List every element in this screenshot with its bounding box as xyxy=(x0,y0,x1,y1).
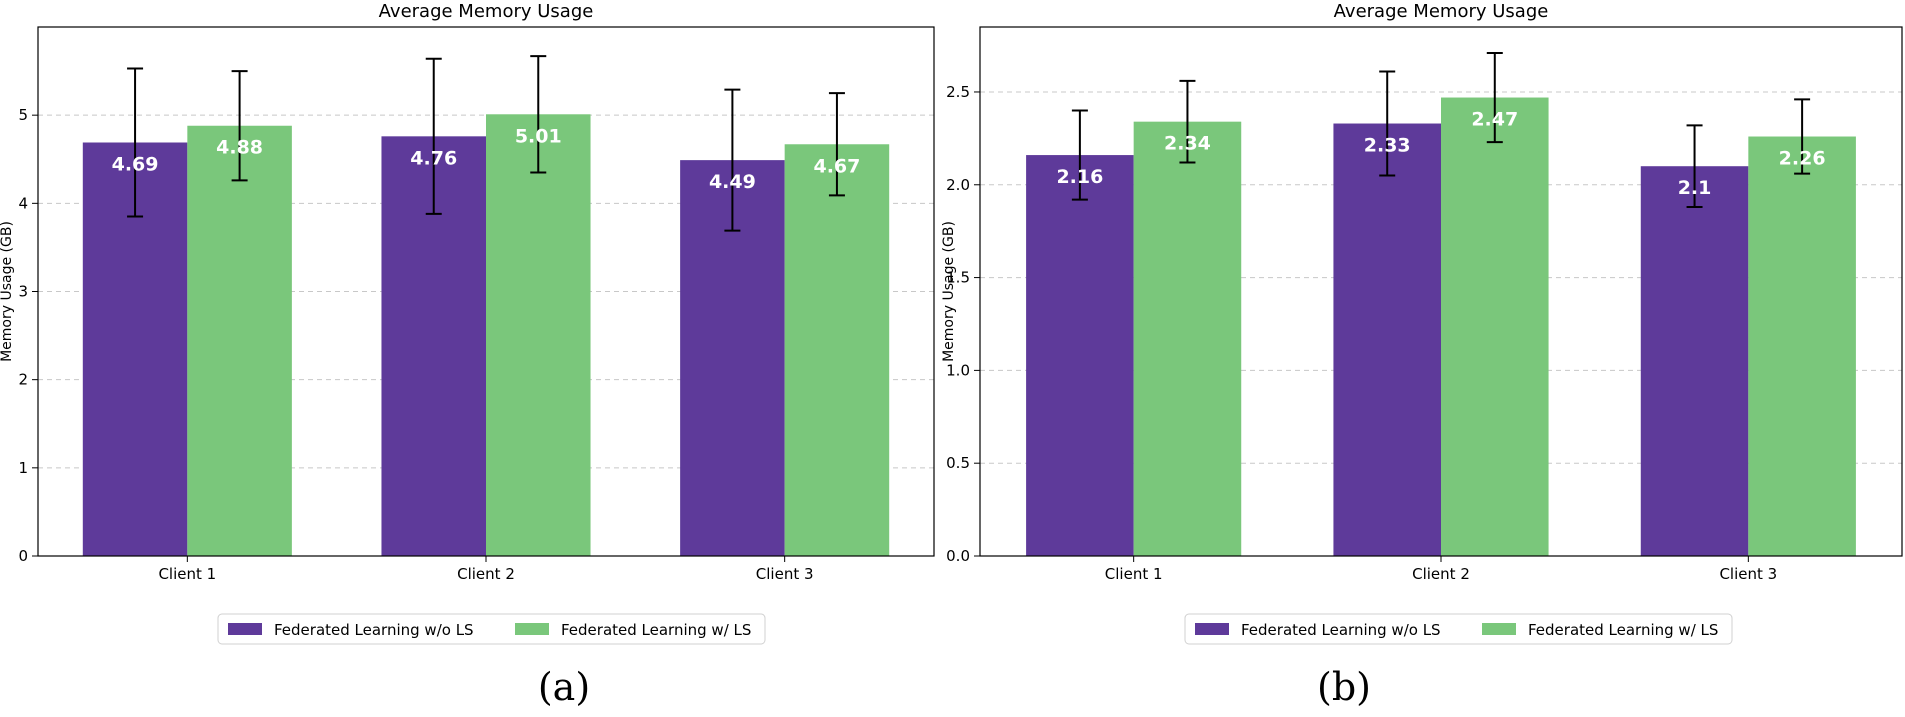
legend-label: Federated Learning w/ LS xyxy=(561,621,751,639)
legend-box xyxy=(1184,613,1733,645)
legend-label: Federated Learning w/o LS xyxy=(1241,621,1441,639)
x-tick-label: Client 3 xyxy=(756,565,814,583)
x-tick-label: Client 2 xyxy=(1412,565,1470,583)
y-tick-label: 1.5 xyxy=(946,269,970,287)
legend-label: Federated Learning w/o LS xyxy=(274,621,474,639)
bar-value-label: 2.33 xyxy=(1364,135,1411,157)
bar-value-label: 4.69 xyxy=(112,153,159,175)
bar-value-label: 4.67 xyxy=(813,155,860,177)
bar-value-label: 2.16 xyxy=(1056,166,1103,188)
bar-with-ls xyxy=(1748,136,1856,557)
bar-with-ls xyxy=(1133,121,1242,557)
y-tick-label: 0.0 xyxy=(946,547,970,565)
y-tick-label: 0.5 xyxy=(946,454,970,472)
plot-frame xyxy=(37,26,935,557)
x-tick-label: Client 2 xyxy=(457,565,515,583)
bar-value-label: 5.01 xyxy=(515,125,562,147)
plot-frame xyxy=(979,26,1903,557)
legend-swatch xyxy=(228,623,262,635)
legend: Federated Learning w/o LS Federated Learn… xyxy=(217,613,766,645)
caption-a: (a) xyxy=(537,665,591,709)
chart-panel-1: 0 1 2 3 4 5 4.69 4.76 4.49 4.88 5.01 4.67 Client 1 Cl… xyxy=(0,1,935,645)
chart-panel-2: 0.0 0.5 1.0 1.5 2.0 2.5 2.16 2.33 2.1 2.34 2.47 2.2… xyxy=(941,1,1903,645)
y-tick-label: 5 xyxy=(18,106,28,124)
bar-value-label: 4.88 xyxy=(216,137,263,159)
y-tick-label: 4 xyxy=(18,194,28,212)
x-tick-label: Client 1 xyxy=(158,565,216,583)
bar-with-ls xyxy=(486,114,591,556)
legend-label: Federated Learning w/ LS xyxy=(1528,621,1718,639)
x-tick-label: Client 3 xyxy=(1719,565,1777,583)
y-tick-label: 3 xyxy=(18,283,28,301)
y-tick-label: 0 xyxy=(18,547,28,565)
bar-without-ls xyxy=(1640,166,1749,557)
bar-value-label: 2.26 xyxy=(1779,148,1826,170)
y-tick-label: 2.0 xyxy=(946,176,970,194)
y-tick-label: 1.0 xyxy=(946,361,970,379)
bar-without-ls xyxy=(1026,155,1134,557)
bar-with-ls xyxy=(1441,97,1549,557)
legend-swatch xyxy=(515,623,549,635)
bar-with-ls xyxy=(784,144,890,557)
legend: Federated Learning w/o LS Federated Learn… xyxy=(1184,613,1733,645)
legend-swatch xyxy=(1195,623,1229,635)
bar-with-ls xyxy=(187,125,292,556)
bar-without-ls xyxy=(1333,123,1441,557)
chart-title: Average Memory Usage xyxy=(379,1,594,22)
legend-box xyxy=(217,613,766,645)
x-tick-label: Client 1 xyxy=(1105,565,1163,583)
y-axis-label: Memory Usage (GB) xyxy=(941,221,957,362)
legend-swatch xyxy=(1482,623,1516,635)
y-tick-label: 2 xyxy=(18,371,28,389)
bar-value-label: 2.1 xyxy=(1678,177,1712,199)
chart-title: Average Memory Usage xyxy=(1334,1,1549,22)
bar-value-label: 4.49 xyxy=(709,171,756,193)
y-tick-label: 1 xyxy=(18,459,28,477)
bar-value-label: 2.34 xyxy=(1164,133,1211,155)
y-tick-label: 2.5 xyxy=(946,83,970,101)
bar-value-label: 2.47 xyxy=(1471,109,1518,131)
bar-value-label: 4.76 xyxy=(410,147,457,169)
y-axis-label: Memory Usage (GB) xyxy=(0,221,15,362)
caption-b: (b) xyxy=(1317,665,1371,709)
